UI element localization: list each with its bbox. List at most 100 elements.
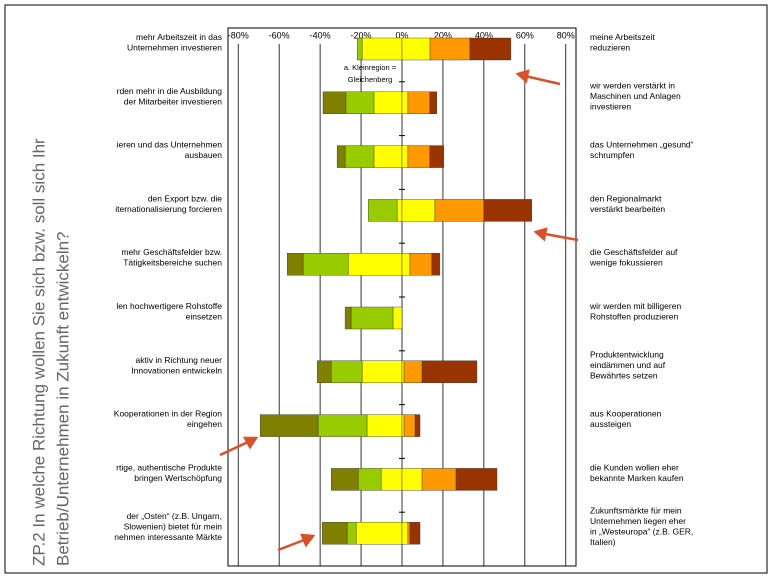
bar-segment xyxy=(368,199,398,222)
left-label: Innovationen entwickeln xyxy=(131,365,222,375)
bar-segment xyxy=(344,306,352,330)
left-label: rtige, authentische Produkte xyxy=(116,462,222,472)
bar-segment xyxy=(429,91,437,115)
right-label: Maschinen und Anlagen xyxy=(590,91,681,101)
bar-segment xyxy=(396,199,403,222)
left-label: nehmen interessante Märkte xyxy=(114,532,222,542)
right-label: in „Westeuropa“ (z.B. GER, xyxy=(590,527,693,537)
bar-segment xyxy=(357,468,382,491)
left-label: Unternehmen investieren xyxy=(127,43,222,53)
x-tick-label: -80% xyxy=(228,30,249,40)
bar-segment xyxy=(317,360,332,383)
bar-segment xyxy=(336,145,346,168)
bar-segment xyxy=(330,468,359,491)
left-label: Tätigkeitsbereiche suchen xyxy=(123,258,222,268)
right-label: bekannte Marken kaufen xyxy=(590,473,684,483)
chart-title: ZP.2 In welche Richtung wollen Sie sich … xyxy=(29,138,48,566)
right-label: wenige fokussieren xyxy=(589,258,663,268)
arrow xyxy=(219,440,249,457)
right-label: die Geschäftsfelder auf xyxy=(590,247,678,257)
bar-segment xyxy=(401,91,409,115)
right-label: Rohstoffen produzieren xyxy=(590,312,678,322)
right-label: die Kunden wollen eher xyxy=(590,462,679,472)
bar-segment xyxy=(401,252,411,276)
bar-segment xyxy=(434,199,485,222)
bar-segment xyxy=(373,91,403,115)
bar-segment xyxy=(302,252,349,276)
right-label: meine Arbeitszeit xyxy=(590,32,655,42)
bar-segment xyxy=(321,522,348,545)
bar-segment xyxy=(380,468,403,491)
bar-segment xyxy=(366,414,403,437)
arrow xyxy=(524,74,561,86)
right-label: das Unternehmen „gesund“ xyxy=(590,140,694,150)
bar-segment xyxy=(392,306,403,330)
right-label: Unternehmen liegen eher xyxy=(590,516,686,526)
right-label: wir werden verstärkt in xyxy=(589,81,675,91)
bar-segment xyxy=(345,91,375,115)
x-tick-label: -40% xyxy=(310,30,331,40)
left-label: den Export bzw. die xyxy=(148,193,222,203)
x-tick-label: -20% xyxy=(351,30,372,40)
right-label: den Regionalmarkt xyxy=(590,193,662,203)
bar-segment xyxy=(431,252,441,276)
left-label: der Mitarbeiter investieren xyxy=(124,96,223,106)
left-label: rden mehr in die Ausbildung xyxy=(117,86,223,96)
right-label: eindämmen und auf xyxy=(590,360,666,370)
arrow xyxy=(277,538,305,552)
bar-segment xyxy=(483,199,532,222)
right-label: schrumpfen xyxy=(590,150,635,160)
bar-segment xyxy=(330,360,363,383)
right-label: Produktentwicklung xyxy=(590,350,664,360)
arrow-head xyxy=(515,69,530,84)
bar-segment xyxy=(322,91,347,115)
arrow xyxy=(544,232,579,242)
annotation: Gleichenberg xyxy=(348,75,393,84)
bar-segment xyxy=(407,91,431,115)
bar-segment xyxy=(355,522,403,545)
bar-segment xyxy=(455,468,498,491)
chart-title: Betrieb/Unternehmen in Zukunft entwickel… xyxy=(53,231,72,566)
bar-segment xyxy=(429,37,471,61)
right-label: Bewährtes setzen xyxy=(590,371,658,381)
left-label: mehr Arbeitszeit in das xyxy=(136,32,222,42)
x-tick-label: 40% xyxy=(475,30,493,40)
arrow-head xyxy=(533,227,548,242)
bar-segment xyxy=(414,414,421,437)
x-tick-label: 60% xyxy=(516,30,534,40)
annotation: a. Kleinregion = xyxy=(344,63,397,72)
bar-segment xyxy=(409,252,433,276)
bar-segment xyxy=(421,360,478,383)
bar-segment xyxy=(401,360,405,383)
left-label: iternationalisierung forcieren xyxy=(115,204,222,214)
right-label: wir werden mit billigeren xyxy=(589,301,681,311)
left-label: len hochwertigere Rohstoffe xyxy=(116,301,222,311)
left-label: ausbauen xyxy=(185,150,223,160)
right-label: investieren xyxy=(590,102,631,112)
left-label: eingehen xyxy=(187,419,222,429)
bar-segment xyxy=(347,252,403,276)
right-label: Zukunftsmärkte für mein xyxy=(590,506,682,516)
left-label: bringen Wertschöpfung xyxy=(134,473,222,483)
bar-segment xyxy=(401,199,436,222)
left-label: mehr Geschäftsfelder bzw. xyxy=(121,247,222,257)
right-label: reduzieren xyxy=(590,43,630,53)
bar-segment xyxy=(401,522,409,545)
bar-segment xyxy=(317,414,368,437)
arrow-head xyxy=(242,436,259,450)
left-label: einsetzen xyxy=(186,312,223,322)
bar-segment xyxy=(407,145,431,168)
bar-segment xyxy=(403,414,416,437)
arrows xyxy=(219,69,579,552)
bar-segment xyxy=(409,522,421,545)
bar-segment xyxy=(401,145,409,168)
left-label: aktiv in Richtung neuer xyxy=(136,355,223,365)
x-tick-label: 80% xyxy=(557,30,575,40)
bar-segment xyxy=(361,360,403,383)
bar-segment xyxy=(356,37,363,61)
left-label: der „Osten“ (z.B. Ungarn, xyxy=(127,511,222,521)
bar-segment xyxy=(401,37,431,61)
right-label: aussteigen xyxy=(590,419,631,429)
